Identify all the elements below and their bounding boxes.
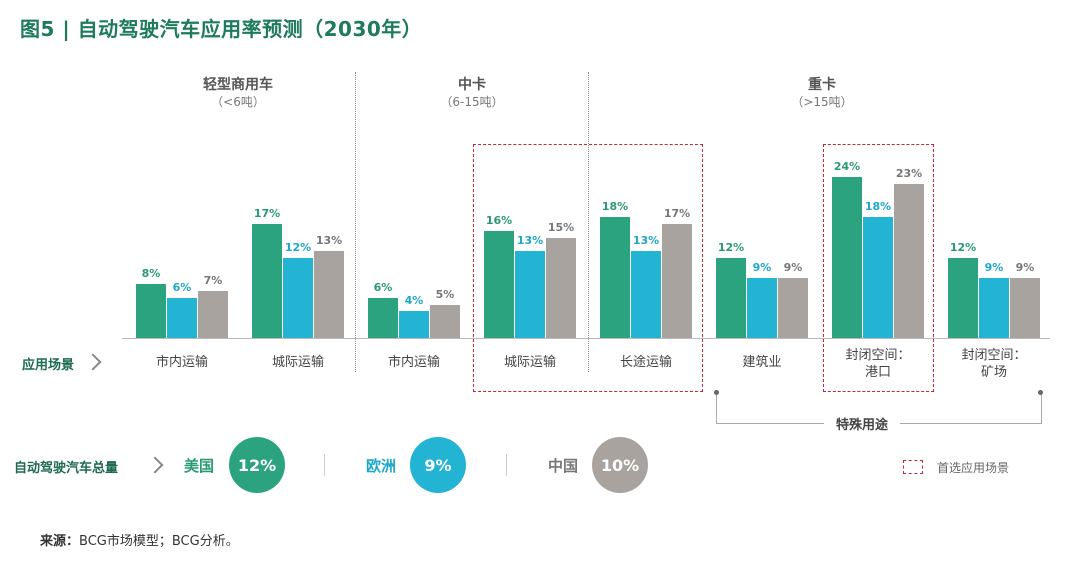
- bar-series3-cat3: [430, 304, 460, 338]
- bar-value-label: 12%: [717, 240, 745, 254]
- bar-series1-cat8: [948, 257, 978, 338]
- bar-series3-cat6: [778, 277, 808, 338]
- bar-series1-cat3: [368, 297, 398, 338]
- totals-row-label: 自动驾驶汽车总量: [14, 461, 119, 476]
- bar-value-label: 17%: [663, 207, 691, 221]
- scenario-label-line: 矿场: [980, 365, 1007, 380]
- bar-value-label: 9%: [984, 260, 1004, 274]
- region-name-eu: 欧洲: [366, 457, 397, 475]
- legend-swatch-preferred: [903, 460, 923, 474]
- bar-value-label: 12%: [284, 240, 312, 254]
- group-separator-2: [588, 72, 589, 372]
- totals-separator-1: [324, 454, 325, 476]
- bar-value-label: 7%: [203, 274, 223, 288]
- bar-series3-cat5: [662, 224, 692, 338]
- scenario-label: 市内运输: [127, 354, 237, 371]
- scenario-label: 城际运输: [475, 354, 585, 371]
- scenario-label-line: 城际运输: [503, 355, 556, 370]
- bar-series2-cat1: [167, 297, 197, 338]
- group-separator-1: [355, 72, 356, 372]
- group-title-heavy: 重卡: [808, 77, 836, 93]
- special-use-label: 特殊用途: [824, 414, 901, 433]
- scenario-label-line: 城际运输: [271, 355, 324, 370]
- bar-value-label: 13%: [516, 233, 544, 247]
- group-title-light: 轻型商用车: [203, 77, 273, 93]
- bar-series2-cat7: [863, 217, 893, 338]
- chart-title: 图5 | 自动驾驶汽车应用率预测（2030年）: [20, 17, 423, 41]
- bar-series3-cat7: [894, 183, 924, 338]
- total-circle-cn: 10%: [592, 437, 648, 493]
- scenario-label: 市内运输: [359, 354, 469, 371]
- bar-value-label: 5%: [435, 287, 455, 301]
- preferred-scenario-box-medium: [473, 144, 703, 392]
- scenario-label-line: 市内运输: [387, 355, 440, 370]
- bar-series1-cat1: [136, 284, 166, 338]
- scenario-label-line: 市内运输: [155, 355, 208, 370]
- scenario-label: 长途运输: [591, 354, 701, 371]
- group-sub-heavy: （>15吨）: [791, 95, 853, 109]
- bar-value-label: 6%: [172, 280, 192, 294]
- scenario-label: 封闭空间： 矿场: [939, 347, 1049, 381]
- bar-value-label: 8%: [141, 267, 161, 281]
- preferred-scenario-box-port: [823, 144, 934, 392]
- bar-value-label: 24%: [833, 160, 861, 174]
- bar-series2-cat2: [283, 257, 313, 338]
- bracket-dot-left: [714, 390, 719, 395]
- scenario-label-line: 建筑业: [742, 355, 782, 370]
- scenario-label-line: 长途运输: [619, 355, 672, 370]
- scenario-label-line: 港口: [864, 365, 891, 380]
- bar-value-label: 9%: [783, 260, 803, 274]
- source-note: 来源：BCG市场模型；BCG分析。: [40, 530, 239, 549]
- scenario-row-label: 应用场景: [22, 358, 75, 373]
- bar-series1-cat5: [600, 217, 630, 338]
- bar-series1-cat6: [716, 257, 746, 338]
- bar-series2-cat3: [399, 311, 429, 338]
- bar-series3-cat2: [314, 250, 344, 338]
- legend-label-preferred: 首选应用场景: [937, 461, 1010, 475]
- scenario-label: 城际运输: [243, 354, 353, 371]
- region-name-cn: 中国: [548, 457, 579, 475]
- bar-value-label: 15%: [547, 220, 575, 234]
- chevron-right-icon: [146, 456, 164, 474]
- scenario-label: 建筑业: [707, 354, 817, 371]
- bar-series1-cat7: [832, 177, 862, 338]
- total-circle-eu: 9%: [410, 437, 466, 493]
- bracket-dot-right: [1038, 390, 1043, 395]
- bar-series3-cat4: [546, 237, 576, 338]
- bar-series3-cat8: [1010, 277, 1040, 338]
- scenario-label-line: 封闭空间：: [845, 348, 911, 363]
- bar-series2-cat5: [631, 250, 661, 338]
- bar-value-label: 6%: [373, 280, 393, 294]
- group-title-medium: 中卡: [458, 77, 486, 93]
- bar-value-label: 23%: [895, 166, 923, 180]
- total-circle-us: 12%: [229, 437, 285, 493]
- source-text: BCG市场模型；BCG分析。: [79, 534, 239, 549]
- group-sub-medium: （6-15吨）: [440, 95, 504, 109]
- bar-series1-cat2: [252, 224, 282, 338]
- bar-series1-cat4: [484, 230, 514, 338]
- bar-series2-cat8: [979, 277, 1009, 338]
- region-name-us: 美国: [184, 457, 215, 475]
- totals-separator-2: [506, 454, 507, 476]
- bar-value-label: 18%: [601, 200, 629, 214]
- chevron-right-icon: [84, 353, 102, 371]
- bar-value-label: 16%: [485, 213, 513, 227]
- bar-value-label: 9%: [1015, 260, 1035, 274]
- group-sub-light: （<6吨）: [211, 95, 265, 109]
- bar-value-label: 18%: [864, 200, 892, 214]
- bar-value-label: 13%: [632, 233, 660, 247]
- source-label: 来源：: [40, 534, 80, 549]
- scenario-label-line: 封闭空间：: [961, 348, 1027, 363]
- bar-series2-cat4: [515, 250, 545, 338]
- scenario-label: 封闭空间： 港口: [823, 347, 933, 381]
- bar-value-label: 9%: [752, 260, 772, 274]
- bar-series3-cat1: [198, 291, 228, 338]
- bar-value-label: 13%: [315, 233, 343, 247]
- bar-series2-cat6: [747, 277, 777, 338]
- bar-value-label: 17%: [253, 207, 281, 221]
- bar-value-label: 4%: [404, 294, 424, 308]
- chart-baseline: [122, 338, 1050, 339]
- bar-value-label: 12%: [949, 240, 977, 254]
